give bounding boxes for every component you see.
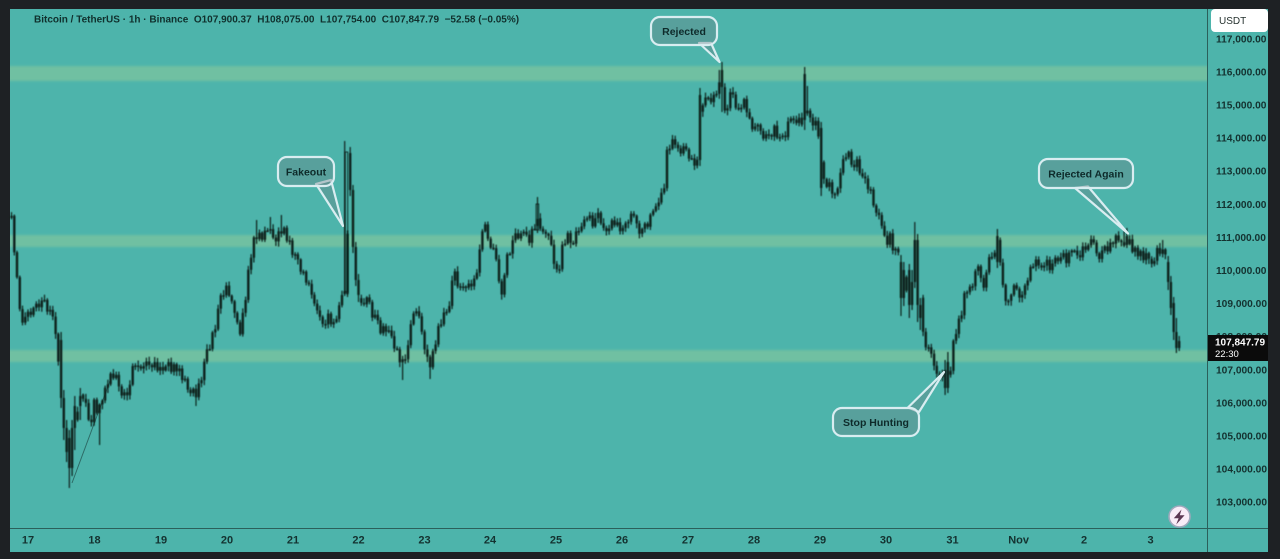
- svg-text:22: 22: [352, 535, 364, 547]
- svg-text:24: 24: [484, 535, 497, 547]
- svg-text:21: 21: [287, 535, 299, 547]
- svg-text:115,000.00: 115,000.00: [1216, 101, 1267, 112]
- svg-text:106,000.00: 106,000.00: [1216, 398, 1267, 409]
- svg-text:109,000.00: 109,000.00: [1216, 299, 1267, 310]
- svg-text:117,000.00: 117,000.00: [1216, 34, 1267, 45]
- svg-text:2: 2: [1081, 535, 1087, 547]
- svg-text:Stop Hunting: Stop Hunting: [843, 417, 909, 429]
- svg-text:18: 18: [88, 535, 100, 547]
- svg-text:Nov: Nov: [1008, 535, 1030, 547]
- svg-text:107,847.79: 107,847.79: [1215, 338, 1265, 349]
- svg-text:Fakeout: Fakeout: [286, 167, 327, 179]
- svg-text:112,000.00: 112,000.00: [1216, 200, 1267, 211]
- svg-text:114,000.00: 114,000.00: [1216, 134, 1267, 145]
- svg-text:3: 3: [1147, 535, 1153, 547]
- svg-text:113,000.00: 113,000.00: [1216, 167, 1267, 178]
- svg-text:110,000.00: 110,000.00: [1216, 266, 1267, 277]
- svg-text:22:30: 22:30: [1215, 349, 1239, 360]
- svg-text:29: 29: [814, 535, 826, 547]
- svg-text:17: 17: [22, 535, 34, 547]
- svg-text:27: 27: [682, 535, 694, 547]
- svg-text:USDT: USDT: [1219, 16, 1246, 27]
- svg-text:104,000.00: 104,000.00: [1216, 465, 1267, 476]
- svg-text:31: 31: [946, 535, 958, 547]
- svg-text:Rejected Again: Rejected Again: [1048, 169, 1123, 181]
- svg-text:103,000.00: 103,000.00: [1216, 498, 1267, 509]
- svg-text:116,000.00: 116,000.00: [1216, 67, 1267, 78]
- svg-text:Bitcoin / TetherUS · 1h · Bina: Bitcoin / TetherUS · 1h · Binance O107,9…: [34, 15, 519, 26]
- svg-text:19: 19: [155, 535, 167, 547]
- svg-text:105,000.00: 105,000.00: [1216, 432, 1267, 443]
- svg-text:30: 30: [880, 535, 892, 547]
- svg-text:26: 26: [616, 535, 628, 547]
- svg-text:Rejected: Rejected: [662, 26, 706, 38]
- svg-text:28: 28: [748, 535, 760, 547]
- svg-text:20: 20: [221, 535, 233, 547]
- svg-text:107,000.00: 107,000.00: [1216, 365, 1267, 376]
- svg-text:111,000.00: 111,000.00: [1216, 233, 1266, 244]
- svg-text:23: 23: [418, 535, 430, 547]
- svg-text:25: 25: [550, 535, 562, 547]
